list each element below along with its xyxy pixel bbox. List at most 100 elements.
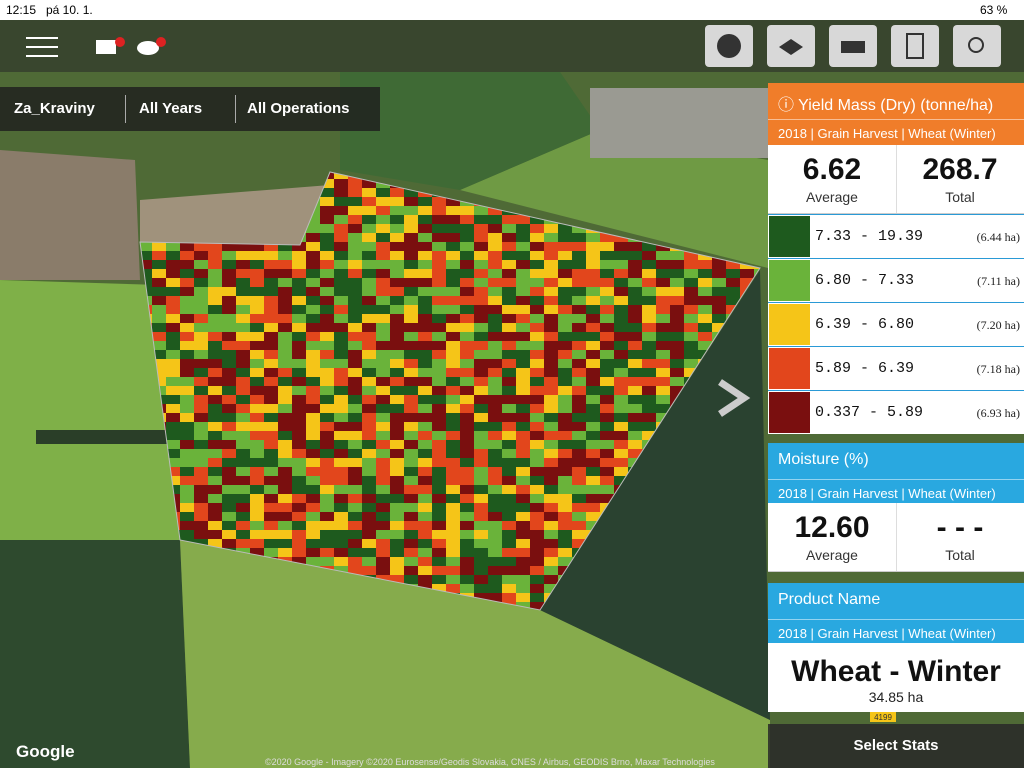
yield-cell — [334, 206, 348, 215]
yield-cell — [348, 350, 362, 359]
yield-cell — [320, 314, 334, 323]
yield-cell — [446, 359, 460, 368]
yield-cell — [278, 260, 292, 269]
status-bar: 12:15 pá 10. 1. 63 % — [0, 0, 1024, 20]
yield-cell — [250, 404, 264, 413]
yield-cell — [488, 296, 502, 305]
yield-cell — [684, 278, 698, 287]
yield-cell — [460, 242, 474, 251]
yield-cell — [292, 242, 306, 251]
yield-cell — [516, 404, 530, 413]
yield-cell — [488, 287, 502, 296]
yield-cell — [180, 512, 194, 521]
yield-cell — [446, 314, 460, 323]
yield-cell — [250, 260, 264, 269]
yield-cell — [418, 404, 432, 413]
legend-row: 6.39 - 6.80 (7.20 ha) — [768, 302, 1024, 346]
yield-cell — [376, 494, 390, 503]
yield-cell — [600, 467, 614, 476]
yield-cell — [614, 287, 628, 296]
yield-cell — [530, 323, 544, 332]
yield-cell — [306, 395, 320, 404]
yield-cell — [278, 368, 292, 377]
yield-cell — [502, 287, 516, 296]
yield-cell — [208, 422, 222, 431]
yield-cell — [642, 287, 656, 296]
yield-cell — [292, 458, 306, 467]
yield-cell — [474, 575, 488, 584]
yield-cell — [152, 296, 166, 305]
yield-cell — [348, 278, 362, 287]
yield-cell — [600, 485, 614, 494]
yield-cell — [306, 386, 320, 395]
yield-cell — [586, 251, 600, 260]
yield-cell — [684, 296, 698, 305]
yield-cell — [572, 233, 586, 242]
yield-cell — [586, 521, 600, 530]
select-stats-button[interactable]: Select Stats — [768, 724, 1024, 768]
yield-cell — [152, 332, 166, 341]
yield-cell — [460, 314, 474, 323]
yield-cell — [194, 539, 208, 548]
yield-cell — [362, 494, 376, 503]
yield-cell — [320, 278, 334, 287]
yield-cell — [180, 440, 194, 449]
yield-cell — [614, 314, 628, 323]
operations-filter[interactable]: All Operations — [247, 100, 350, 117]
yield-cell — [390, 395, 404, 404]
yield-cell — [530, 242, 544, 251]
yield-cell — [306, 431, 320, 440]
zoom-button[interactable] — [953, 25, 1001, 67]
field-filter[interactable]: Za_Kraviny — [14, 100, 95, 117]
report-button[interactable] — [891, 25, 939, 67]
yield-cell — [348, 404, 362, 413]
yield-cell — [152, 359, 166, 368]
yield-cell — [236, 332, 250, 341]
yield-cell — [432, 296, 446, 305]
yield-cell — [390, 485, 404, 494]
yield-cell — [418, 332, 432, 341]
help-button[interactable] — [705, 25, 753, 67]
next-arrow[interactable] — [718, 379, 751, 417]
yield-cell — [390, 368, 404, 377]
yield-cell — [460, 431, 474, 440]
legend-range: 0.337 - 5.89 — [815, 404, 924, 421]
yield-cell — [306, 458, 320, 467]
yield-cell — [418, 341, 432, 350]
yield-cell — [558, 557, 572, 566]
yield-cell — [180, 458, 194, 467]
yield-cell — [516, 431, 530, 440]
yield-cell — [194, 467, 208, 476]
print-button[interactable] — [829, 25, 877, 67]
yield-cell — [558, 386, 572, 395]
yield-cell — [544, 350, 558, 359]
yield-cell — [502, 386, 516, 395]
yield-cell — [642, 404, 656, 413]
device-icon — [96, 40, 116, 54]
yield-cell — [376, 548, 390, 557]
yield-cell — [222, 287, 236, 296]
yield-cell — [166, 368, 180, 377]
yield-cell — [572, 494, 586, 503]
yield-cell — [656, 341, 670, 350]
yield-cell — [166, 431, 180, 440]
layers-button[interactable] — [767, 25, 815, 67]
yield-cell — [446, 404, 460, 413]
yield-cell — [404, 386, 418, 395]
menu-button[interactable] — [26, 37, 58, 57]
yield-cell — [152, 323, 166, 332]
years-filter[interactable]: All Years — [139, 100, 203, 117]
yield-cell — [292, 413, 306, 422]
yield-cell — [600, 350, 614, 359]
yield-cell — [460, 278, 474, 287]
legend-row: 6.80 - 7.33 (7.11 ha) — [768, 258, 1024, 302]
yield-cell — [488, 242, 502, 251]
yield-cell — [320, 350, 334, 359]
yield-cell — [544, 251, 558, 260]
yield-cell — [460, 260, 474, 269]
yield-cell — [376, 314, 390, 323]
yield-cell — [362, 224, 376, 233]
yield-cell — [558, 539, 572, 548]
yield-cell — [432, 557, 446, 566]
yield-cell — [320, 548, 334, 557]
